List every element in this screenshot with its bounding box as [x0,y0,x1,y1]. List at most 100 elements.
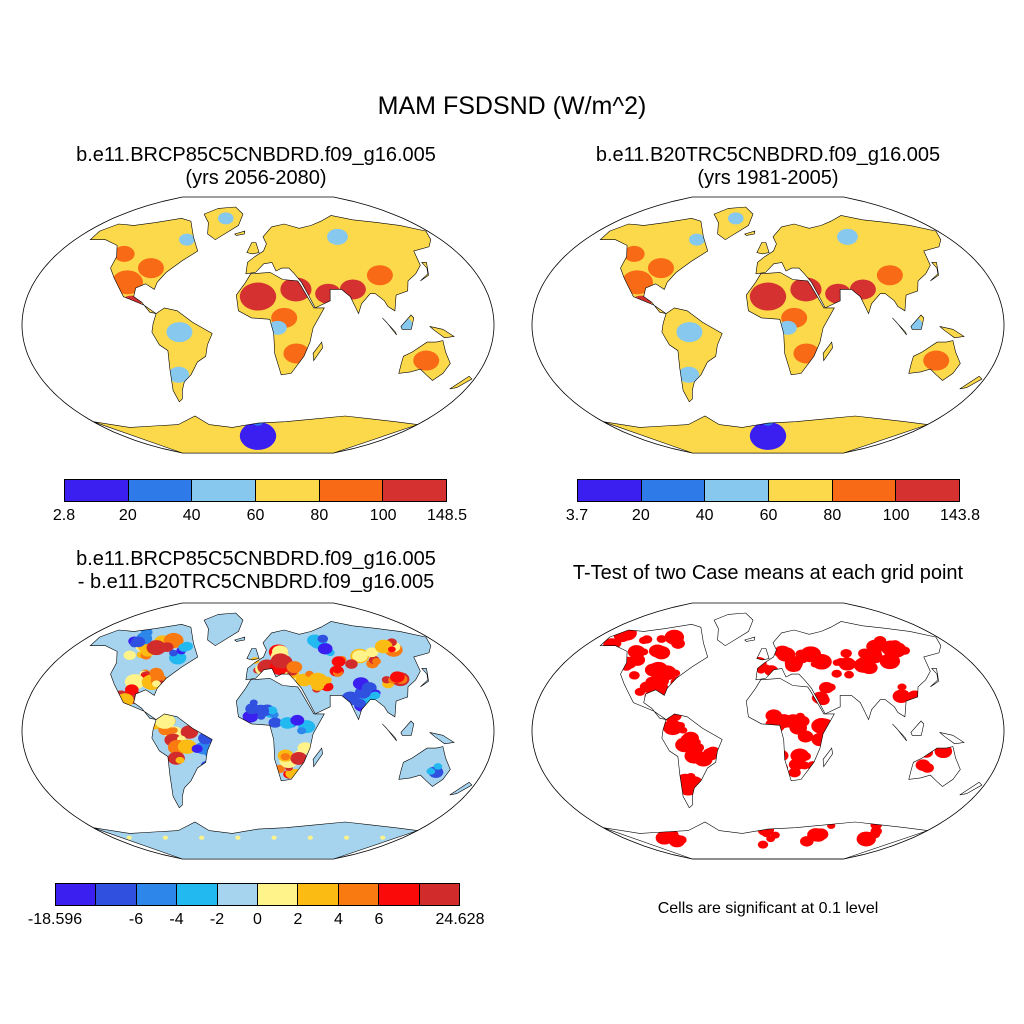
map-field-cell [788,767,801,778]
map-field-cell [280,753,291,761]
map-field-cell [856,831,876,847]
coastline [245,215,432,315]
colorbar-bottom-left-ticks: -18.596 -6 -4 -2 0 2 4 6 24.628 [28,911,485,929]
map-field-cell [664,226,681,239]
colorbar-tick-label: 24.628 [435,911,485,928]
colorbar-box-2 [136,884,178,905]
coastline [603,821,928,860]
coastline [382,317,397,336]
map-field-cell [644,663,662,677]
colorbar-box-0 [578,480,642,501]
map-field-cell [270,653,291,669]
map-field-cell [627,645,646,659]
colorbar-tick-label: -18.596 [27,911,83,928]
map-field-cell [702,747,719,761]
map-field-cell [150,669,165,681]
map-field-cell [634,687,646,696]
coastline [756,648,770,661]
map-field-cell [678,366,700,383]
colorbar-tick-label: 80 [310,507,329,524]
coastline [400,314,415,330]
panel-tl-title-line2: (yrs 2056-2080) [185,167,327,189]
coastline [235,272,325,376]
map-field-cell [690,752,699,759]
colorbar-tick-label: 3.7 [565,507,589,524]
coastline [713,206,754,241]
map-field-cell [662,719,683,736]
colorbar-tick-label: -2 [209,911,225,928]
map-field-cell [641,635,653,644]
colorbar-box-3 [256,480,320,501]
map-field-cell [648,644,666,658]
colorbar-box-1 [641,480,706,501]
map-field-cell [199,835,205,840]
colorbar-tick-label: 60 [759,507,778,524]
map-field-cell [365,647,379,658]
colorbar-box-5 [258,884,299,905]
map-field-cell [160,642,174,653]
colorbar-top-right [577,479,960,502]
panel-bl-title: b.e11.BRCP85C5CNBDRD.f09_g16.005 - b.e11… [0,548,512,594]
map-field-cell [799,761,810,770]
coastline [449,781,473,796]
colorbar-tick-label: 100 [882,507,910,524]
coastline [429,326,455,339]
map-field-cell [689,233,705,246]
map-field-cell [885,641,907,658]
significance-caption: Cells are significant at 0.1 level [657,900,879,917]
map-field-cell [897,683,907,691]
coastline [910,720,925,736]
map-field-cell [126,835,132,840]
map-field-cell [816,694,830,706]
map-top-left [21,196,495,454]
coastline [822,341,833,362]
panel-bl-title-line2: - b.e11.B20TRC5CNBDRD.f09_g16.005 [77,571,435,593]
map-field-cell [152,680,161,688]
map-field-cell [433,763,443,770]
coastline [755,621,942,721]
colorbar-tick-label: 148.5 [426,507,468,524]
panel-tl-title-line1: b.e11.BRCP85C5CNBDRD.f09_g16.005 [76,144,436,166]
panel-br-title: T-Test of two Case means at each grid po… [572,562,964,584]
coastline [151,307,213,403]
map-field-cell [177,739,197,754]
colorbar-box-5 [383,480,447,501]
colorbar-box-0 [56,884,97,905]
colorbar-tick-label: 40 [182,507,201,524]
colorbar-tick-label: 100 [369,507,397,524]
map-field-cell [799,752,811,761]
map-field-cell [271,835,277,840]
panel-tr-title-line2: (yrs 1981-2005) [697,167,839,189]
map-field-cell [788,758,804,771]
colorbar-box-8 [379,884,420,905]
coastline [420,262,429,282]
coastline [661,307,723,403]
coastline [312,747,323,768]
map-field-cell [333,666,343,674]
map-field-cell [123,650,136,661]
map-field-cell [749,421,787,450]
coastline [603,415,928,454]
colorbar-tick-label: 143.8 [939,507,981,524]
map-field-cell [354,698,366,708]
map-field-cell [426,767,436,775]
colorbar-bottom-left [55,883,460,906]
coastline [203,612,244,647]
map-field-cell [646,677,655,684]
coastline [429,732,455,745]
map-field-cell [124,684,139,695]
coastline [822,747,833,768]
colorbar-box-1 [96,884,137,905]
map-field-cell [838,657,856,671]
panel-bl-title-line1: b.e11.BRCP85C5CNBDRD.f09_g16.005 [76,548,436,570]
map-field-cell [146,640,167,656]
coastline [449,375,473,390]
map-field-cell [728,212,744,225]
colorbar-box-0 [65,480,129,501]
map-field-cell [623,245,645,262]
map-field-cell [290,714,305,726]
coastline [234,230,246,236]
coastline [398,746,451,787]
map-field-cell [191,744,203,754]
map-field-cell [800,836,814,847]
